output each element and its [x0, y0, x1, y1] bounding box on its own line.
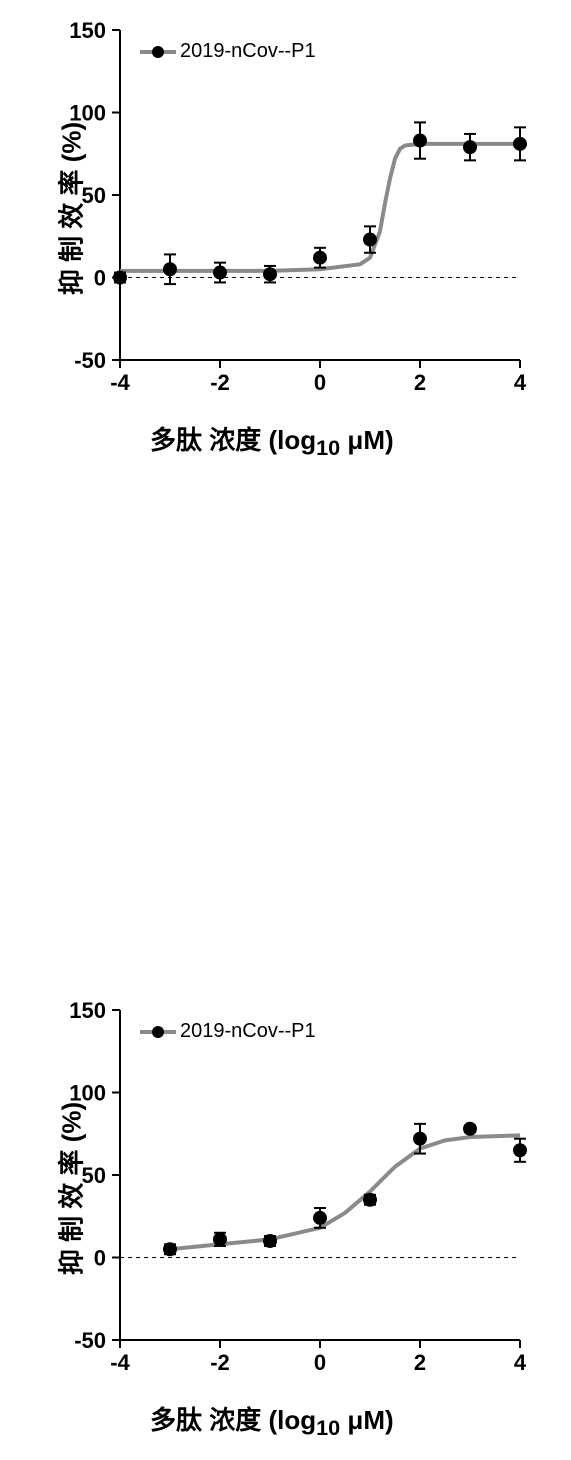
axes [120, 30, 520, 360]
x-tick-label: -2 [210, 1350, 230, 1375]
data-point [313, 1211, 327, 1225]
y-tick-label: 150 [69, 998, 106, 1023]
data-point [513, 1143, 527, 1157]
data-point [263, 1234, 277, 1248]
data-point [363, 233, 377, 247]
y-tick-label: -50 [74, 1328, 106, 1353]
legend-label: 2019-nCov--P1 [180, 40, 316, 63]
y-tick-label: -50 [74, 348, 106, 373]
x-tick-label: -2 [210, 370, 230, 395]
data-point [263, 267, 277, 281]
legend-label: 2019-nCov--P1 [180, 1020, 316, 1043]
data-point [163, 1242, 177, 1256]
y-tick-label: 0 [94, 1246, 106, 1271]
legend: 2019-nCov--P1 [140, 1020, 316, 1043]
x-label-sub: 10 [316, 435, 340, 460]
x-tick-label: -4 [110, 1350, 130, 1375]
x-label-head: 多肽 浓度 (log [150, 1405, 316, 1435]
x-tick-label: 2 [414, 1350, 426, 1375]
legend-swatch [140, 45, 176, 59]
y-axis-label: 抑 制 效 率 (%) [52, 1089, 89, 1289]
x-label-tail: μM) [340, 425, 393, 455]
chart-2: -50050100150-4-20242019-nCov--P1抑 制 效 率 … [0, 980, 571, 1460]
x-axis-label: 多肽 浓度 (log10 μM) [150, 420, 394, 461]
y-axis-label: 抑 制 效 率 (%) [52, 109, 89, 309]
data-point [163, 262, 177, 276]
x-label-head: 多肽 浓度 (log [150, 425, 316, 455]
y-tick-label: 150 [69, 18, 106, 43]
data-point [513, 137, 527, 151]
x-tick-label: 4 [514, 1350, 527, 1375]
data-point [213, 266, 227, 280]
x-tick-label: 2 [414, 370, 426, 395]
x-tick-label: 0 [314, 1350, 326, 1375]
data-point [413, 134, 427, 148]
x-tick-label: -4 [110, 370, 130, 395]
x-label-sub: 10 [316, 1415, 340, 1440]
data-point [363, 1193, 377, 1207]
x-axis-label: 多肽 浓度 (log10 μM) [150, 1400, 394, 1441]
data-point [463, 1122, 477, 1136]
data-point [413, 1132, 427, 1146]
x-label-tail: μM) [340, 1405, 393, 1435]
data-point [113, 271, 127, 285]
legend: 2019-nCov--P1 [140, 40, 316, 63]
y-tick-label: 0 [94, 266, 106, 291]
chart-1: -50050100150-4-20242019-nCov--P1抑 制 效 率 … [0, 0, 571, 480]
data-point [463, 140, 477, 154]
x-tick-label: 4 [514, 370, 527, 395]
data-point [213, 1232, 227, 1246]
data-point [313, 251, 327, 265]
x-tick-label: 0 [314, 370, 326, 395]
legend-swatch [140, 1025, 176, 1039]
axes [120, 1010, 520, 1340]
